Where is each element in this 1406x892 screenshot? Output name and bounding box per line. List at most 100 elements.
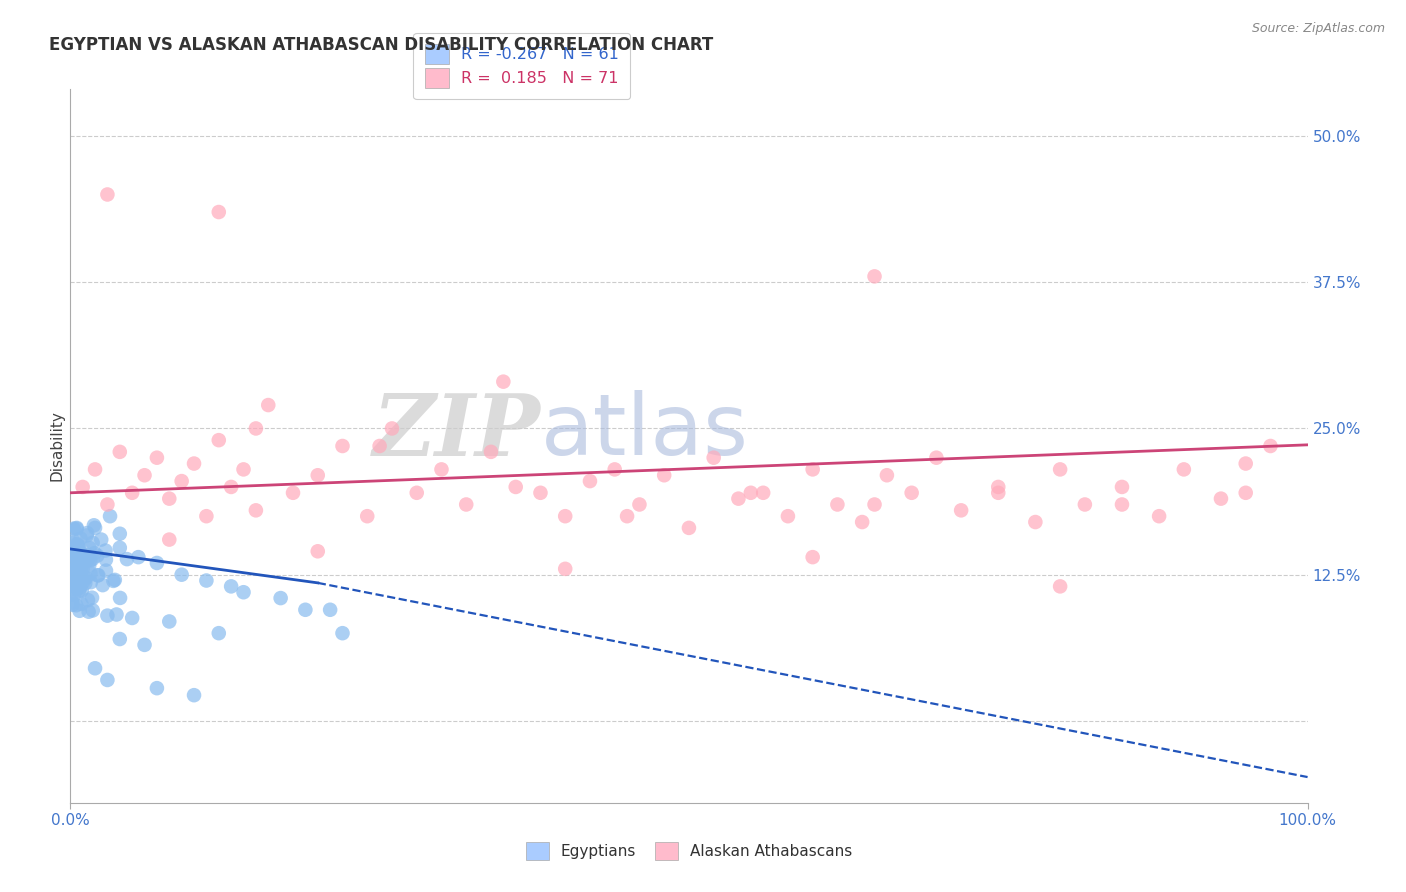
Text: atlas: atlas: [540, 390, 748, 474]
Text: ZIP: ZIP: [373, 390, 540, 474]
Point: [77, 593, 100, 607]
Point: [77, 605, 100, 619]
Point: [208, 433, 231, 447]
Point: [678, 521, 700, 535]
Point: [121, 611, 143, 625]
Point: [60, 575, 83, 590]
Point: [72, 480, 94, 494]
Point: [170, 474, 193, 488]
Point: [82, 536, 104, 550]
Point: [75, 571, 97, 585]
Point: [96, 187, 118, 202]
Point: [86, 568, 108, 582]
Point: [79, 541, 101, 555]
Point: [69, 550, 91, 565]
Point: [69, 558, 91, 573]
Point: [801, 550, 824, 565]
Point: [70, 597, 93, 611]
Point: [115, 552, 138, 566]
Point: [91, 578, 114, 592]
Point: [752, 485, 775, 500]
Y-axis label: Disability: Disability: [49, 410, 65, 482]
Point: [900, 485, 922, 500]
Point: [368, 439, 391, 453]
Point: [332, 626, 354, 640]
Point: [98, 509, 121, 524]
Point: [146, 681, 169, 695]
Point: [70, 553, 93, 567]
Point: [108, 526, 131, 541]
Point: [703, 450, 725, 465]
Point: [76, 528, 98, 542]
Point: [63, 582, 86, 596]
Point: [84, 661, 107, 675]
Point: [60, 557, 83, 571]
Point: [294, 603, 316, 617]
Point: [1074, 498, 1097, 512]
Point: [863, 498, 886, 512]
Point: [492, 375, 515, 389]
Point: [69, 545, 91, 559]
Point: [232, 585, 254, 599]
Point: [925, 450, 948, 465]
Point: [776, 509, 799, 524]
Point: [67, 574, 90, 588]
Point: [69, 532, 91, 546]
Point: [60, 598, 83, 612]
Point: [65, 562, 87, 576]
Point: [108, 591, 131, 605]
Point: [801, 462, 824, 476]
Point: [170, 567, 193, 582]
Point: [307, 544, 329, 558]
Point: [80, 591, 103, 605]
Point: [69, 604, 91, 618]
Point: [65, 544, 87, 558]
Point: [62, 536, 84, 550]
Point: [108, 541, 131, 555]
Point: [66, 568, 89, 582]
Point: [103, 574, 125, 588]
Point: [79, 566, 101, 581]
Point: [219, 480, 242, 494]
Point: [80, 575, 103, 590]
Point: [232, 462, 254, 476]
Point: [195, 509, 218, 524]
Point: [67, 555, 90, 569]
Point: [63, 572, 86, 586]
Point: [70, 583, 93, 598]
Point: [94, 564, 117, 578]
Point: [405, 485, 427, 500]
Point: [332, 439, 354, 453]
Point: [63, 588, 86, 602]
Point: [60, 546, 83, 560]
Point: [67, 547, 90, 561]
Point: [1209, 491, 1232, 506]
Point: [77, 558, 100, 573]
Point: [67, 583, 90, 598]
Point: [381, 421, 404, 435]
Point: [73, 570, 96, 584]
Point: [1173, 462, 1195, 476]
Point: [62, 596, 84, 610]
Point: [65, 550, 87, 565]
Point: [63, 577, 86, 591]
Text: EGYPTIAN VS ALASKAN ATHABASCAN DISABILITY CORRELATION CHART: EGYPTIAN VS ALASKAN ATHABASCAN DISABILIT…: [49, 36, 713, 54]
Point: [62, 533, 84, 548]
Point: [84, 462, 107, 476]
Point: [69, 566, 91, 581]
Point: [157, 615, 180, 629]
Point: [208, 626, 231, 640]
Point: [183, 688, 205, 702]
Point: [727, 491, 749, 506]
Point: [65, 561, 87, 575]
Point: [281, 485, 304, 500]
Point: [66, 549, 89, 563]
Point: [579, 474, 602, 488]
Point: [554, 509, 576, 524]
Point: [127, 550, 149, 565]
Point: [987, 480, 1010, 494]
Point: [83, 518, 105, 533]
Point: [1147, 509, 1170, 524]
Text: Source: ZipAtlas.com: Source: ZipAtlas.com: [1251, 22, 1385, 36]
Point: [245, 503, 267, 517]
